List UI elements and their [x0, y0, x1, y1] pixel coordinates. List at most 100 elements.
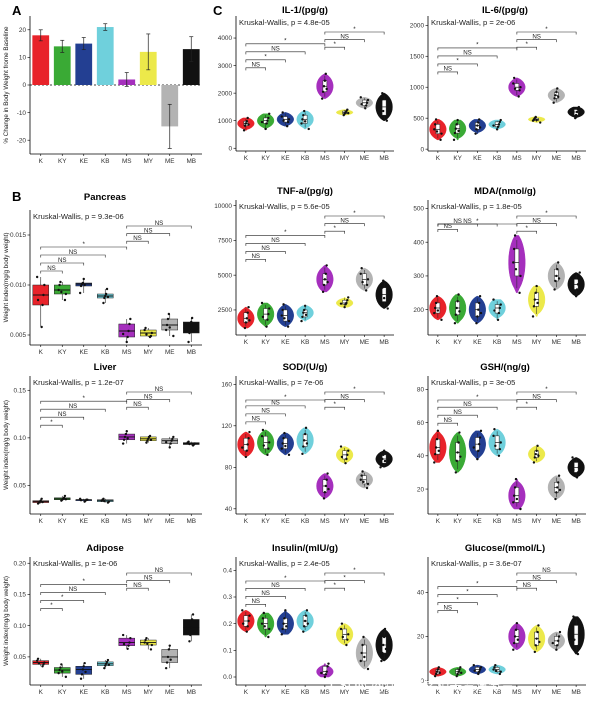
- chart-liver-test-label: Kruskal-Wallis, p = 1.2e-07: [33, 378, 124, 387]
- chart-il6-point: [439, 138, 442, 142]
- chart-il6-point: [577, 105, 581, 109]
- chart-glucose-point: [572, 615, 575, 618]
- chart-il1-point: [323, 79, 327, 82]
- chart-insulin-point: [325, 670, 328, 673]
- chart-pancreas-box: [161, 318, 178, 331]
- chart-liver-xtick-label: KY: [58, 518, 67, 525]
- chart-glucose-point: [499, 670, 502, 673]
- chart-il1-point: [346, 108, 349, 111]
- chart-adipose-xtick-label: ME: [165, 689, 175, 696]
- chart-il6-xtick-label: ME: [552, 155, 562, 162]
- chart-adipose-bracket-label: *: [83, 578, 86, 585]
- chart-glucose-point: [556, 644, 559, 647]
- chart-liver-point: [149, 438, 153, 441]
- chart-tnf-bracket-label: NS: [340, 217, 349, 224]
- chart-insulin-point: [280, 633, 283, 636]
- chart-sod-point: [267, 447, 270, 450]
- chart-il6-point: [512, 76, 516, 80]
- chart-il1-bracket-label: NS: [271, 46, 280, 53]
- chart-pancreas-point: [145, 333, 148, 336]
- chart-il6-point: [474, 132, 477, 135]
- chart-tnf-point: [339, 302, 343, 305]
- chart-mda-bracket-label: NS: [463, 218, 472, 225]
- chart-tnf-point: [302, 311, 305, 314]
- chart-liver-bracket: [126, 406, 149, 410]
- chart-tnf-point: [260, 301, 264, 305]
- chart-gsh-point: [533, 456, 537, 459]
- chart-insulin-point: [261, 617, 265, 620]
- chart-gsh-point: [436, 429, 440, 433]
- chart-glucose-bracket-label: NS: [532, 574, 541, 581]
- chart-il1-xtick-label: MY: [340, 155, 350, 162]
- chart-il6-point: [495, 128, 499, 131]
- chart-mda-point: [554, 279, 557, 283]
- chart-pancreas-point: [149, 334, 153, 338]
- chart-sod-bracket: [245, 421, 266, 425]
- chart-glucose-xtick-label: MY: [532, 689, 542, 696]
- chart-il1-box: [381, 99, 387, 116]
- chart-il6-point: [476, 124, 479, 127]
- chart-gsh-point: [513, 486, 517, 489]
- chart-mda-point: [531, 315, 535, 318]
- chart-adipose-bracket-label: NS: [133, 582, 142, 589]
- chart-il1-ytick-label: 0: [228, 145, 232, 152]
- chart-insulin-xtick-label: MY: [340, 689, 350, 696]
- chart-gsh-xtick-label: K: [436, 518, 441, 525]
- chart-gsh-bracket: [437, 414, 478, 418]
- chart-sod-point: [346, 453, 349, 457]
- chart-insulin-point: [323, 675, 327, 679]
- chart-mda-xtick-label: MY: [532, 339, 542, 346]
- chart-gsh-xtick-label: MS: [512, 518, 522, 525]
- chart-glucose-bracket: [437, 602, 478, 606]
- chart-glucose-bracket: [437, 586, 518, 590]
- chart-pancreas-point: [104, 292, 108, 296]
- chart-mda-ytick-label: 300: [413, 273, 424, 280]
- chart-tnf-point: [360, 266, 363, 270]
- chart-adipose-point: [82, 665, 85, 668]
- chart-il1-point: [282, 119, 285, 122]
- chart-gsh-ytick-label: 20: [417, 486, 425, 493]
- chart-il1-point: [300, 122, 303, 125]
- chart-insulin-point: [306, 622, 310, 625]
- chart-glucose-bracket: [516, 580, 557, 584]
- chart-tnf-point: [287, 319, 291, 323]
- chart-pancreas-point: [172, 334, 175, 338]
- chart-glucose-point: [434, 672, 438, 676]
- chart-pancreas-ytick-label: 0.010: [10, 282, 26, 289]
- chart-il6: IL-6/(pg/g) 0 500 1000 1500 2000 K KY KE KB MS MY ME…: [410, 5, 586, 162]
- chart-pancreas-xtick-label: ME: [165, 349, 175, 356]
- chart-sod-point: [245, 449, 248, 452]
- chart-liver-point: [169, 442, 172, 445]
- chart-gsh-title: GSH/(ng/g): [480, 362, 530, 373]
- chart-glucose-point: [558, 630, 562, 634]
- chart-sod-point: [283, 431, 286, 435]
- chart-insulin-point: [382, 643, 385, 647]
- chart-adipose-point: [190, 626, 193, 629]
- chart-pancreas-point: [104, 294, 107, 298]
- chart-il1-point: [285, 125, 289, 128]
- chart-sod-point: [248, 430, 251, 434]
- chart-insulin-xtick-label: MS: [320, 689, 330, 696]
- chart-il1-xtick-label: KE: [281, 155, 290, 162]
- chart-tnf-xtick-label: ME: [360, 339, 370, 346]
- chart-sod-point: [362, 480, 365, 484]
- chart-mda-point: [433, 311, 436, 315]
- chart-sod-bracket: [245, 405, 306, 409]
- chart-gsh-point: [498, 447, 502, 451]
- chart-mda-bracket-label: *: [476, 218, 479, 225]
- chart-gsh-point: [554, 497, 557, 501]
- chart-gsh-point: [497, 454, 501, 458]
- chart-sod-ytick-label: 40: [225, 506, 233, 513]
- chart-tnf-xtick-label: MS: [320, 339, 330, 346]
- chart-il6-bracket-label: NS: [532, 33, 541, 40]
- chart-gsh-point: [457, 441, 460, 444]
- chart-pancreas-bracket: [40, 254, 106, 258]
- chart-il6-xtick-label: MY: [532, 155, 542, 162]
- chart-insulin-point: [381, 651, 384, 655]
- chart-liver-bracket-label: *: [83, 395, 86, 402]
- chart-il1-point: [322, 85, 326, 88]
- chart-adipose-bracket: [40, 600, 85, 603]
- chart-insulin-point: [324, 673, 327, 676]
- chart-liver-point: [148, 434, 152, 438]
- chart-insulin-xtick-label: KE: [281, 689, 290, 696]
